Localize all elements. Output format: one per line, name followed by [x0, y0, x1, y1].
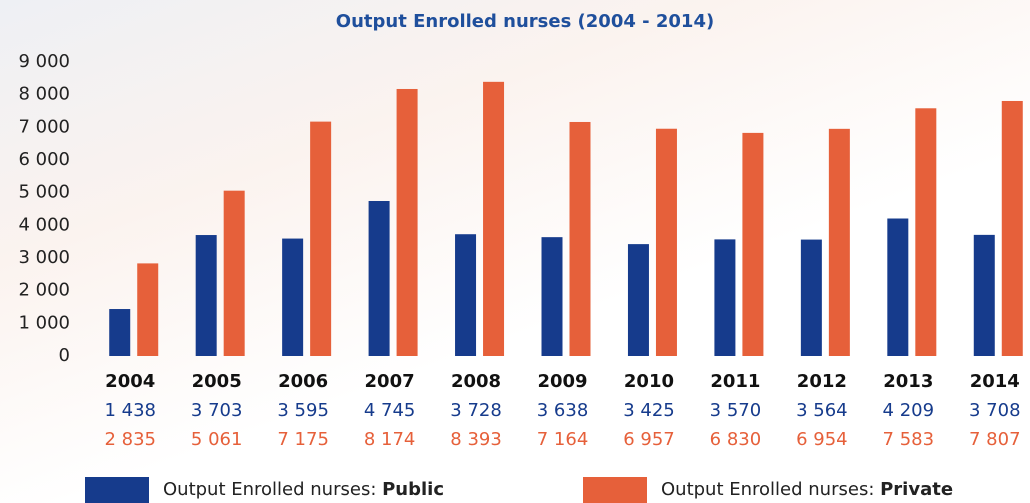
bar [742, 133, 763, 356]
value-label: 4 745 [364, 400, 416, 421]
legend-label: Output Enrolled nurses: Public [163, 479, 444, 500]
bar [570, 122, 591, 356]
value-label: 5 061 [191, 429, 243, 450]
x-tick-label: 2005 [192, 371, 242, 392]
bar [628, 244, 649, 356]
bar [224, 191, 245, 356]
y-tick-label: 8 000 [18, 84, 70, 105]
value-label: 3 425 [623, 400, 675, 421]
bar [829, 129, 850, 356]
legend-swatch [85, 477, 149, 503]
value-label: 3 638 [537, 400, 589, 421]
x-tick-label: 2013 [883, 371, 933, 392]
value-label: 3 595 [277, 400, 329, 421]
value-label: 7 807 [969, 429, 1021, 450]
x-tick-label: 2006 [278, 371, 328, 392]
y-tick-label: 4 000 [18, 214, 70, 235]
x-tick-label: 2007 [365, 371, 415, 392]
value-label: 3 708 [969, 400, 1021, 421]
x-tick-label: 2004 [105, 371, 155, 392]
y-tick-label: 7 000 [18, 116, 70, 137]
bar [542, 237, 563, 356]
bar [282, 239, 303, 356]
bar [656, 129, 677, 356]
bar [714, 239, 735, 356]
x-tick-label: 2009 [537, 371, 587, 392]
value-label: 3 570 [710, 400, 762, 421]
value-label: 4 209 [883, 400, 935, 421]
legend-label: Output Enrolled nurses: Private [661, 479, 953, 500]
x-tick-label: 2014 [970, 371, 1020, 392]
value-label: 7 583 [883, 429, 935, 450]
bar [196, 235, 217, 356]
bar [109, 309, 130, 356]
x-tick-label: 2008 [451, 371, 501, 392]
value-label: 6 954 [796, 429, 848, 450]
bar [1002, 101, 1023, 356]
x-tick-label: 2012 [797, 371, 847, 392]
value-label: 1 438 [104, 400, 156, 421]
y-tick-label: 0 [59, 345, 70, 366]
bar [455, 234, 476, 356]
value-label: 8 393 [450, 429, 502, 450]
y-tick-label: 2 000 [18, 280, 70, 301]
chart: Output Enrolled nurses (2004 - 2014) 0 1 … [0, 0, 1030, 503]
bar [483, 82, 504, 356]
value-label: 2 835 [104, 429, 156, 450]
y-tick-label: 9 000 [18, 51, 70, 72]
bar [887, 219, 908, 356]
y-tick-label: 5 000 [18, 182, 70, 203]
bar [397, 89, 418, 356]
y-tick-label: 3 000 [18, 247, 70, 268]
bar [974, 235, 995, 356]
y-tick-label: 6 000 [18, 149, 70, 170]
value-label: 3 703 [191, 400, 243, 421]
bar [137, 263, 158, 356]
bar [310, 122, 331, 356]
value-label: 7 175 [277, 429, 329, 450]
bar [915, 108, 936, 356]
bar [369, 201, 390, 356]
legend-swatch [583, 477, 647, 503]
value-label: 3 564 [796, 400, 848, 421]
bar [801, 240, 822, 356]
value-label: 6 957 [623, 429, 675, 450]
chart-title: Output Enrolled nurses (2004 - 2014) [336, 11, 714, 32]
value-label: 7 164 [537, 429, 589, 450]
value-label: 8 174 [364, 429, 416, 450]
x-tick-label: 2010 [624, 371, 674, 392]
y-tick-label: 1 000 [18, 312, 70, 333]
x-tick-label: 2011 [710, 371, 760, 392]
value-label: 3 728 [450, 400, 502, 421]
value-label: 6 830 [710, 429, 762, 450]
